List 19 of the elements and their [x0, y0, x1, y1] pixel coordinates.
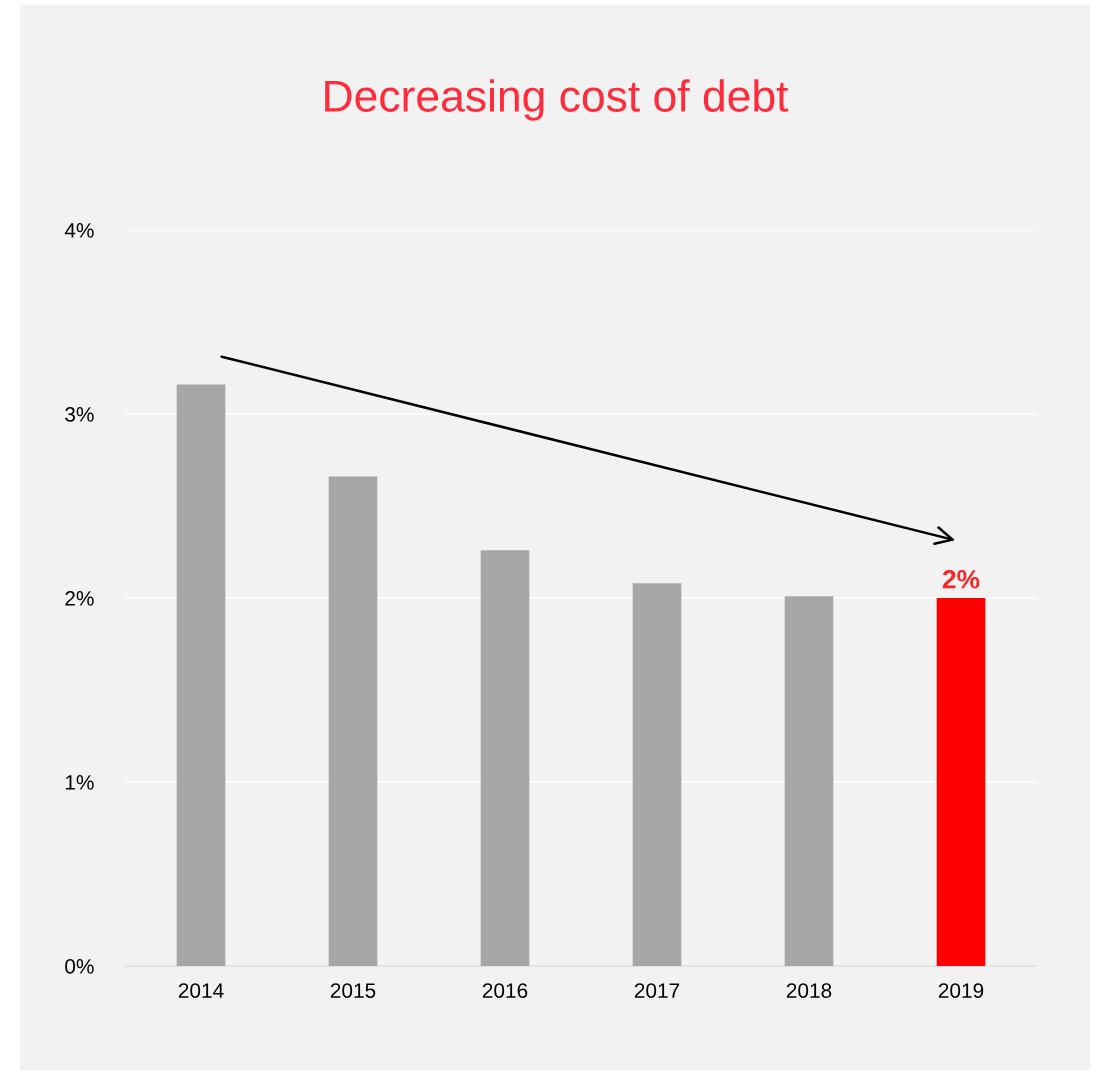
y-tick-label: 3% [65, 407, 94, 422]
bar [480, 550, 530, 966]
bar [632, 583, 682, 966]
x-tick-label: 2014 [178, 983, 224, 998]
y-tick-label: 2% [65, 591, 94, 606]
x-tick-label: 2015 [330, 983, 376, 998]
x-tick-label: 2017 [634, 983, 680, 998]
y-tick-label: 4% [64, 223, 94, 238]
x-tick-label: 2018 [786, 983, 832, 998]
bar [328, 476, 378, 966]
y-tick-label: 1% [65, 775, 94, 790]
y-tick-label: 0% [65, 959, 94, 974]
data-label: 2% [942, 569, 980, 589]
x-tick-label: 2016 [482, 983, 528, 998]
bar [784, 596, 834, 966]
x-tick-label: 2019 [938, 983, 984, 998]
chart-title: Decreasing cost of debt [325, 79, 789, 121]
bar [176, 384, 226, 966]
bar [936, 598, 986, 966]
